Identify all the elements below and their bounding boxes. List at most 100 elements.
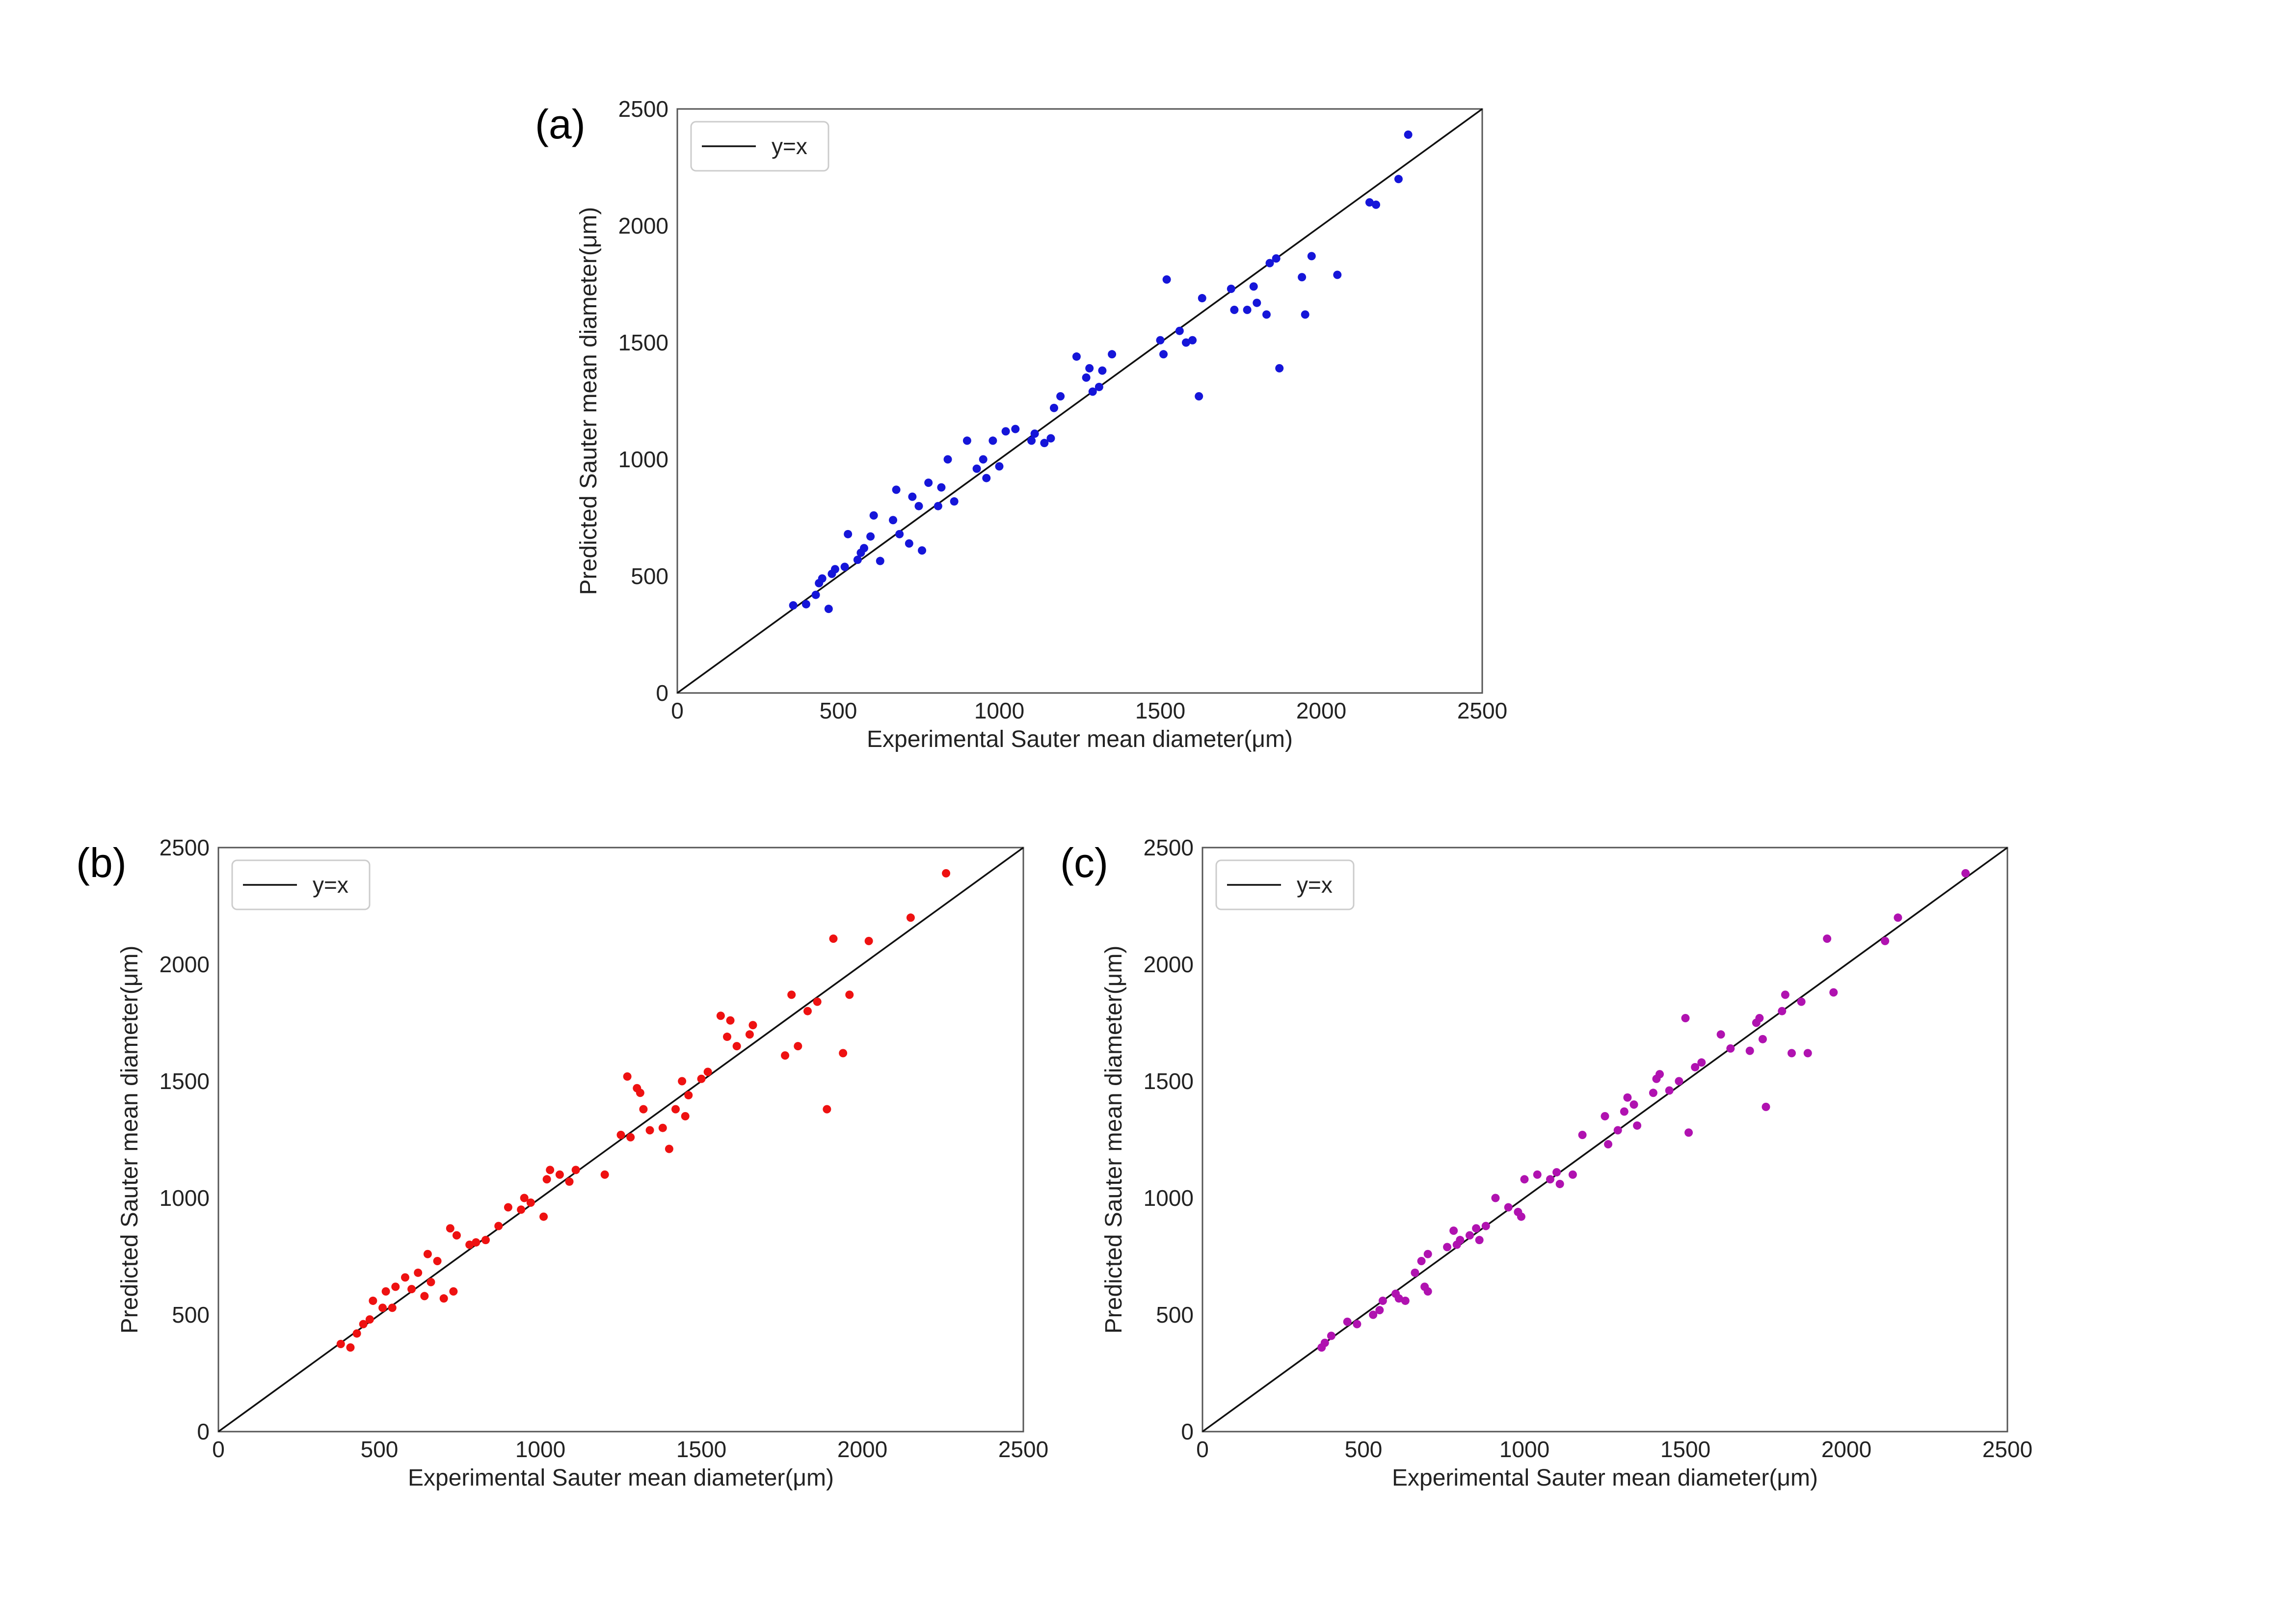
data-point bbox=[1465, 1231, 1474, 1240]
data-point bbox=[542, 1175, 551, 1184]
data-point bbox=[1665, 1086, 1674, 1095]
data-point bbox=[889, 516, 898, 525]
data-point bbox=[787, 990, 796, 999]
x-axis-label: Experimental Sauter mean diameter(μm) bbox=[408, 1465, 834, 1491]
y-tick-label: 500 bbox=[172, 1302, 210, 1328]
data-point bbox=[1372, 200, 1381, 209]
data-point bbox=[1001, 427, 1010, 436]
data-point bbox=[1546, 1175, 1554, 1184]
data-point bbox=[818, 574, 827, 583]
legend: y=x bbox=[690, 121, 829, 172]
data-point bbox=[517, 1205, 526, 1214]
data-point bbox=[1046, 434, 1055, 443]
data-point bbox=[830, 565, 839, 574]
data-point bbox=[1333, 270, 1342, 279]
legend: y=x bbox=[1215, 859, 1355, 910]
data-point bbox=[526, 1198, 535, 1207]
y-axis-label: Predicted Sauter mean diameter(μm) bbox=[1101, 946, 1127, 1334]
data-point bbox=[962, 436, 971, 445]
data-point bbox=[1011, 425, 1020, 433]
data-point bbox=[924, 479, 933, 487]
data-point bbox=[1655, 1070, 1664, 1079]
data-point bbox=[1265, 259, 1274, 267]
data-point bbox=[1375, 1305, 1384, 1314]
data-point bbox=[1159, 350, 1168, 359]
y-tick-label: 2000 bbox=[1144, 952, 1194, 977]
data-point bbox=[1262, 310, 1271, 319]
data-point bbox=[1803, 1049, 1812, 1058]
data-point bbox=[381, 1287, 390, 1296]
data-point bbox=[1726, 1044, 1735, 1053]
legend-label: y=x bbox=[772, 133, 807, 159]
data-point bbox=[1249, 282, 1258, 291]
data-point bbox=[539, 1212, 548, 1221]
data-point bbox=[452, 1231, 461, 1240]
data-point bbox=[840, 562, 849, 571]
data-point bbox=[869, 511, 878, 520]
data-point bbox=[1475, 1236, 1484, 1245]
panel-b: 0 500 1000 1500 2000 2500 0 500 1000 1500 2000 2500… bbox=[76, 835, 1048, 1491]
data-point bbox=[845, 990, 854, 999]
data-point bbox=[681, 1112, 690, 1120]
data-point bbox=[864, 936, 873, 945]
data-point bbox=[571, 1166, 580, 1174]
data-point bbox=[407, 1285, 416, 1294]
data-point bbox=[420, 1292, 429, 1301]
data-point bbox=[1675, 1077, 1683, 1086]
data-point bbox=[427, 1277, 435, 1286]
data-point bbox=[1275, 364, 1284, 372]
data-point bbox=[481, 1236, 490, 1245]
data-point bbox=[1369, 1310, 1378, 1319]
y-tick-label: 0 bbox=[197, 1419, 210, 1444]
y-tick-label: 0 bbox=[656, 680, 668, 706]
y-tick-label: 2500 bbox=[618, 96, 668, 122]
legend-label: y=x bbox=[313, 872, 348, 898]
data-point bbox=[1613, 1126, 1622, 1135]
x-tick-label: 0 bbox=[671, 698, 684, 723]
reference-line-y-equals-x bbox=[217, 847, 1024, 1433]
data-point bbox=[1829, 988, 1838, 997]
data-point bbox=[1787, 1049, 1796, 1058]
data-point bbox=[433, 1257, 442, 1266]
data-point bbox=[600, 1170, 609, 1179]
data-point bbox=[1162, 275, 1171, 284]
data-point bbox=[365, 1315, 374, 1324]
data-point bbox=[1095, 382, 1103, 391]
data-point bbox=[1365, 198, 1374, 207]
data-point bbox=[1623, 1093, 1632, 1102]
data-point bbox=[449, 1287, 458, 1296]
y-tick-label: 2000 bbox=[618, 213, 668, 239]
data-point bbox=[811, 590, 820, 599]
data-point bbox=[616, 1130, 625, 1139]
data-point bbox=[1697, 1058, 1706, 1067]
y-tick-label: 1000 bbox=[1144, 1185, 1194, 1211]
x-tick-label: 2500 bbox=[1457, 698, 1507, 723]
data-point bbox=[555, 1170, 564, 1179]
data-point bbox=[914, 502, 923, 510]
data-point bbox=[823, 1105, 831, 1114]
data-point bbox=[1411, 1268, 1419, 1277]
data-point bbox=[388, 1304, 397, 1312]
x-axis-label: Experimental Sauter mean diameter(μm) bbox=[1392, 1465, 1818, 1491]
data-point bbox=[352, 1329, 361, 1338]
x-tick-label: 2000 bbox=[1821, 1437, 1871, 1462]
data-point bbox=[1320, 1338, 1329, 1347]
data-point bbox=[1253, 298, 1261, 307]
data-point bbox=[1533, 1170, 1542, 1179]
legend-box bbox=[690, 121, 829, 172]
data-point bbox=[1745, 1046, 1754, 1055]
data-point bbox=[1961, 869, 1970, 878]
data-point bbox=[494, 1222, 503, 1230]
data-point bbox=[1378, 1296, 1387, 1305]
data-point bbox=[658, 1123, 667, 1132]
y-tick-label: 500 bbox=[1156, 1302, 1194, 1328]
data-point bbox=[446, 1224, 454, 1233]
data-point bbox=[1778, 1007, 1787, 1015]
data-point bbox=[1272, 254, 1281, 263]
x-tick-label: 0 bbox=[1196, 1437, 1209, 1462]
x-tick-label: 1500 bbox=[1135, 698, 1185, 723]
data-point bbox=[988, 436, 997, 445]
data-point bbox=[1684, 1128, 1693, 1137]
data-point bbox=[1404, 130, 1413, 139]
